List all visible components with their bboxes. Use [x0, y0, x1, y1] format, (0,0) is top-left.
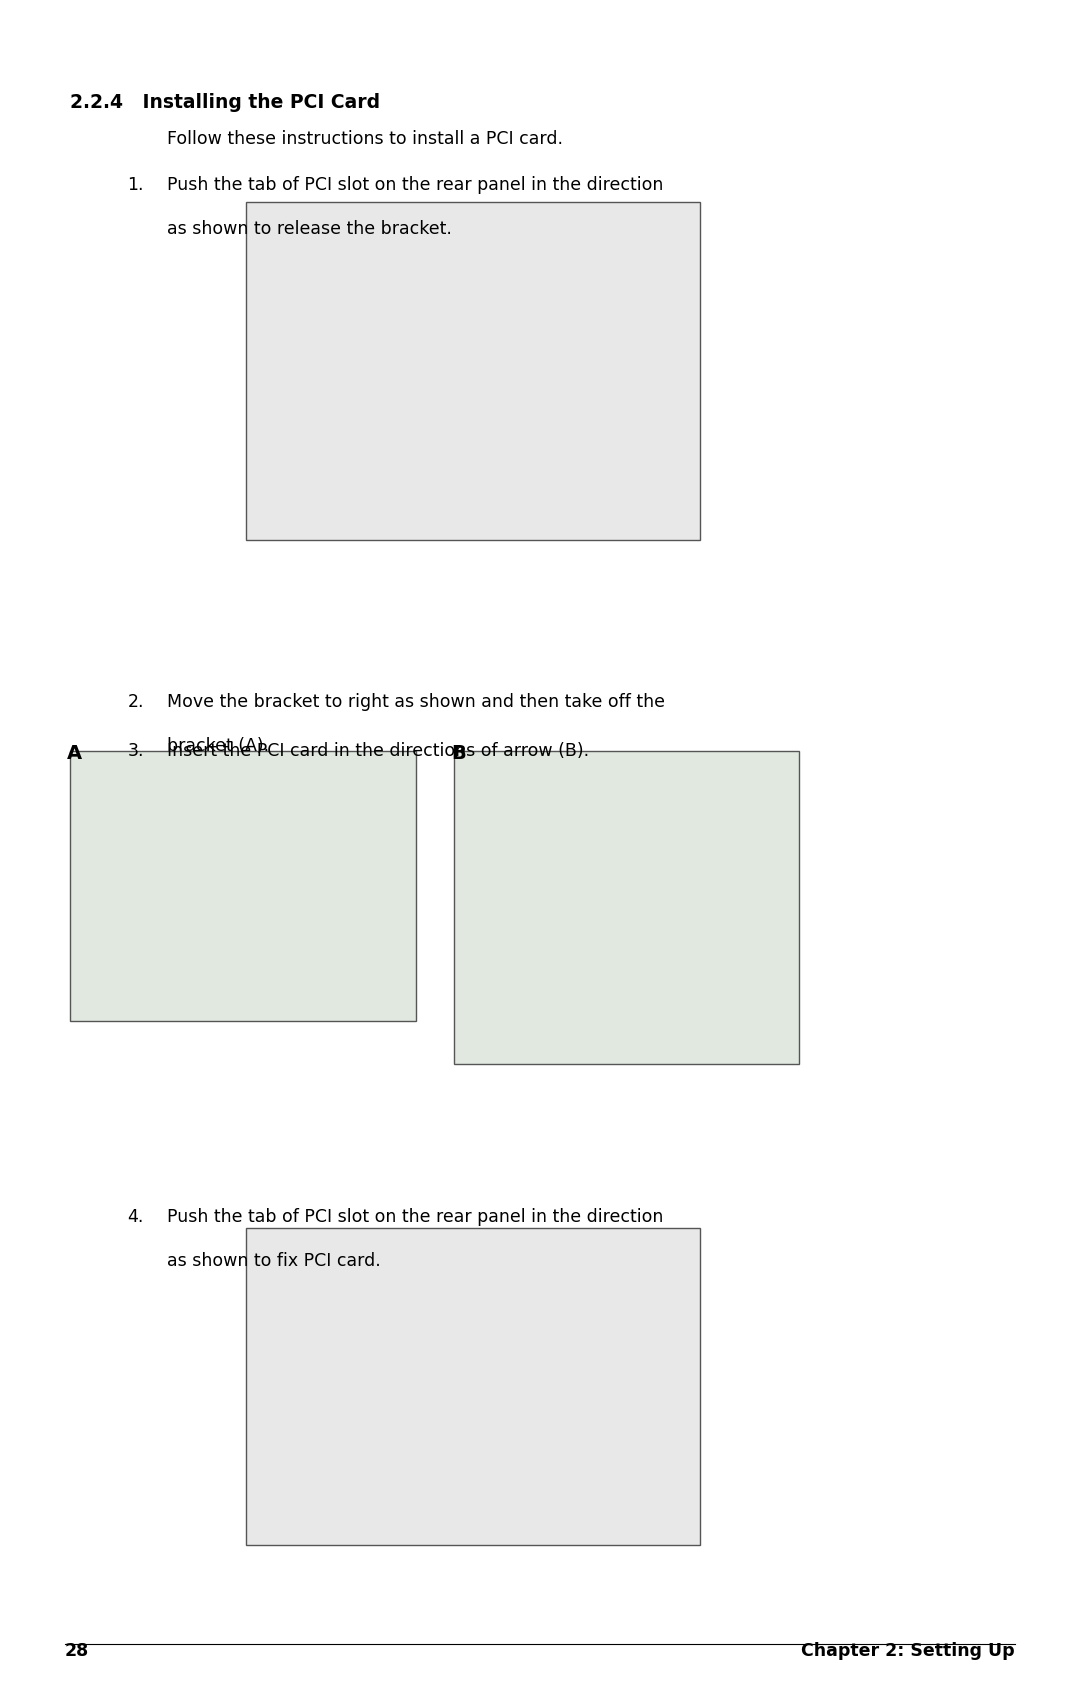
Text: A: A [67, 743, 82, 762]
Text: bracket (A).: bracket (A). [167, 736, 270, 755]
Text: Insert the PCI card in the directions of arrow (B).: Insert the PCI card in the directions of… [167, 741, 590, 760]
Text: Move the bracket to right as shown and then take off the: Move the bracket to right as shown and t… [167, 692, 665, 711]
Bar [246, 203, 700, 540]
Text: as shown to fix PCI card.: as shown to fix PCI card. [167, 1252, 381, 1270]
Text: Push the tab of PCI slot on the rear panel in the direction: Push the tab of PCI slot on the rear pan… [167, 1208, 664, 1226]
Text: 2.2.4   Installing the PCI Card: 2.2.4 Installing the PCI Card [70, 93, 380, 111]
Text: 28: 28 [65, 1640, 90, 1659]
Text: B: B [451, 743, 467, 762]
Text: 3.: 3. [127, 741, 144, 760]
Text: Push the tab of PCI slot on the rear panel in the direction: Push the tab of PCI slot on the rear pan… [167, 176, 664, 194]
Text: 1.: 1. [127, 176, 144, 194]
Bar [70, 752, 416, 1022]
Text: Follow these instructions to install a PCI card.: Follow these instructions to install a P… [167, 130, 564, 149]
Text: 4.: 4. [127, 1208, 144, 1226]
Bar [246, 1228, 700, 1545]
Text: Chapter 2: Setting Up: Chapter 2: Setting Up [801, 1640, 1015, 1659]
Text: 2.: 2. [127, 692, 144, 711]
Text: as shown to release the bracket.: as shown to release the bracket. [167, 220, 453, 238]
Bar [454, 752, 799, 1064]
